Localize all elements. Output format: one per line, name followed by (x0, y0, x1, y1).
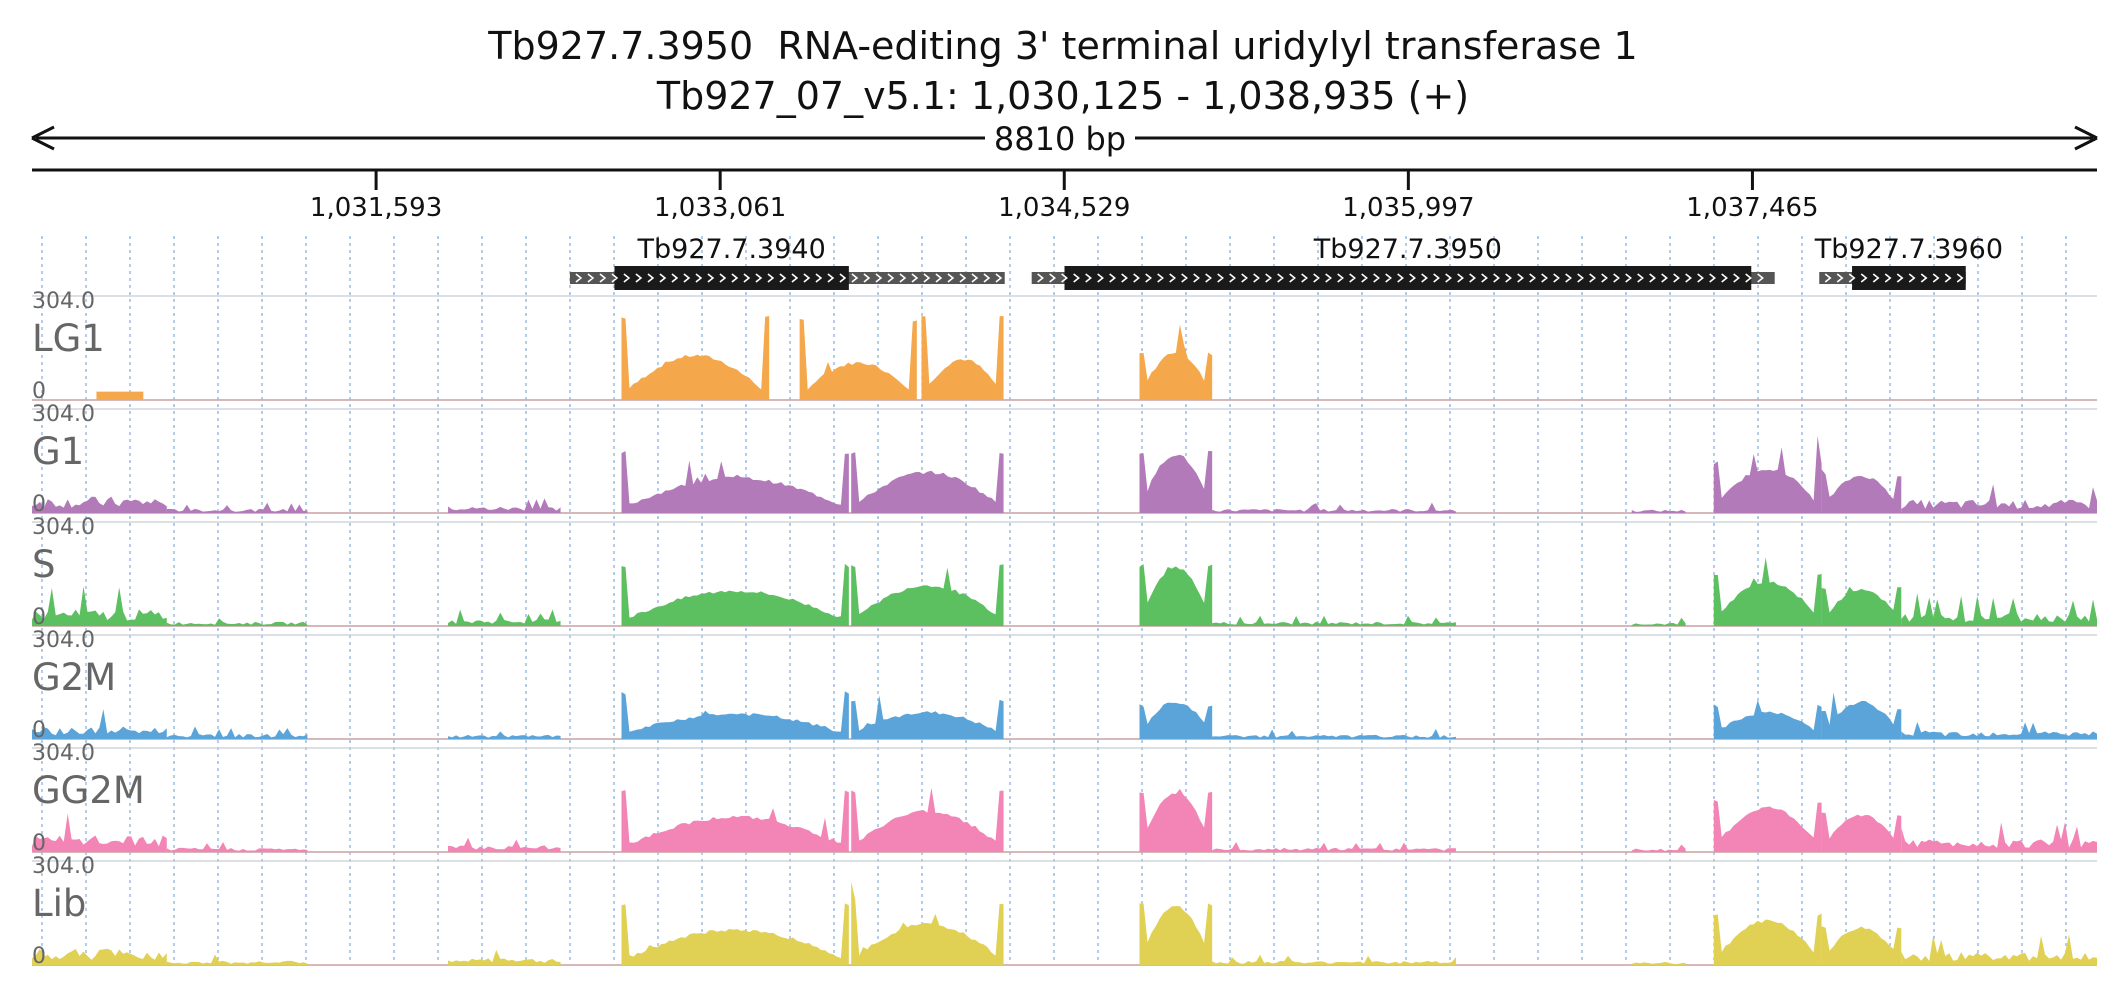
coverage-area-g1 (1139, 450, 1213, 513)
coverage-area-gg2m (1139, 788, 1213, 852)
coverage-area-lib (1821, 926, 1902, 965)
coverage-area-gg2m (1212, 842, 1456, 852)
coverage-area-gg2m (851, 787, 1004, 852)
gene-cds (614, 266, 849, 290)
gene-label: Tb927.7.3950 (1313, 234, 1502, 265)
coverage-area-s (1713, 557, 1822, 626)
coverage-area-s (1901, 593, 2097, 626)
y-max-label: 304.0 (32, 515, 95, 540)
track-label-g2m: G2M (32, 656, 116, 699)
coverage-area-g2m (1212, 728, 1456, 739)
coverage-area-g2m (1821, 692, 1902, 739)
chart-subtitle: Tb927_07_v5.1: 1,030,125 - 1,038,935 (+) (656, 74, 1470, 118)
coverage-area-gg2m (166, 841, 308, 852)
track-label-gg2m: GG2M (32, 769, 145, 812)
gene-cds (1064, 266, 1752, 290)
track-label-g1: G1 (32, 430, 84, 473)
coverage-area-lg1 (621, 316, 770, 400)
coverage-area-g2m (166, 726, 308, 739)
coverage-area-s (621, 563, 849, 626)
span-label: 8810 bp (994, 120, 1126, 158)
span-label-bg (985, 120, 1135, 156)
coverage-area-g2m (1139, 702, 1213, 739)
coverage-area-gg2m (1713, 799, 1822, 852)
coverage-area-lg1 (1139, 324, 1213, 400)
coverage-area-g1 (32, 496, 167, 513)
chart-title: Tb927.7.3950 RNA-editing 3' terminal uri… (488, 24, 1638, 68)
coverage-area-g2m (1901, 721, 2097, 739)
y-min-label: 0 (32, 831, 46, 856)
y-max-label: 304.0 (32, 854, 95, 879)
y-max-label: 304.0 (32, 402, 95, 427)
track-label-s: S (32, 543, 56, 586)
coverage-area-gg2m (448, 837, 561, 852)
y-min-label: 0 (32, 492, 46, 517)
coverage-area-lib (448, 949, 561, 965)
y-min-label: 0 (32, 944, 46, 969)
coverage-area-gg2m (1631, 844, 1686, 852)
gene-cds (1852, 266, 1966, 290)
coverage-area-lib (1901, 934, 2097, 965)
coverage-area-s (1212, 615, 1456, 626)
coverage-area-g1 (621, 451, 849, 513)
coverage-area-lib (621, 903, 849, 965)
x-tick-label: 1,034,529 (998, 193, 1130, 223)
gene-strand-arrows (575, 273, 1003, 283)
track-label-lg1: LG1 (32, 317, 105, 360)
x-tick-label: 1,035,997 (1342, 193, 1474, 223)
coverage-area-g2m (621, 691, 849, 739)
coverage-area-g1 (1631, 509, 1686, 513)
y-max-label: 304.0 (32, 741, 95, 766)
x-tick-label: 1,031,593 (310, 193, 442, 223)
coverage-area-s (448, 609, 561, 626)
coverage-area-g1 (166, 502, 308, 513)
coverage-area-g2m (1713, 700, 1822, 739)
coverage-area-lib (1713, 913, 1822, 965)
coverage-area-g1 (1212, 502, 1456, 513)
y-min-label: 0 (32, 605, 46, 630)
coverage-area-g1 (1901, 484, 2097, 513)
y-max-label: 304.0 (32, 628, 95, 653)
gene-strand-arrows (1037, 273, 1764, 283)
coverage-area-s (1821, 586, 1902, 626)
coverage-area-lib (166, 954, 308, 965)
coverage-area-g2m (851, 695, 1004, 739)
x-tick-label: 1,033,061 (654, 193, 786, 223)
coverage-area-lg1 (921, 316, 1004, 400)
coverage-area-s (1631, 617, 1686, 626)
track-label-lib: Lib (32, 882, 86, 925)
coverage-area-gg2m (621, 790, 849, 852)
coverage-area-gg2m (32, 813, 167, 852)
coverage-area-s (32, 586, 167, 626)
y-min-label: 0 (32, 718, 46, 743)
coverage-area-lib (851, 881, 1004, 965)
coverage-area-lib (1631, 961, 1686, 965)
coverage-area-lib (1212, 954, 1456, 965)
coverage-area-lg1 (96, 391, 144, 400)
coverage-area-g1 (1713, 435, 1822, 513)
coverage-area-s (166, 618, 308, 626)
coverage-area-lg1 (799, 318, 917, 400)
coverage-area-lib (1139, 903, 1213, 965)
gene-label: Tb927.7.3960 (1814, 234, 2003, 265)
coverage-area-lib (32, 948, 167, 965)
span-arrow-left (31, 125, 55, 151)
y-min-label: 0 (32, 379, 46, 404)
coverage-area-s (851, 564, 1004, 626)
x-tick-label: 1,037,465 (1686, 193, 1818, 223)
coverage-area-g1 (851, 452, 1004, 513)
coverage-area-g2m (32, 709, 167, 739)
gene-label: Tb927.7.3940 (637, 234, 826, 265)
coverage-area-g2m (448, 731, 561, 739)
coverage-area-gg2m (1901, 821, 2097, 852)
coverage-area-g1 (448, 498, 561, 513)
span-arrow-right (2074, 125, 2098, 151)
coverage-area-g1 (1821, 469, 1902, 513)
coverage-area-s (1139, 564, 1213, 626)
y-max-label: 304.0 (32, 289, 95, 314)
coverage-area-gg2m (1821, 812, 1902, 852)
gene-strand-arrows (1824, 273, 1964, 283)
